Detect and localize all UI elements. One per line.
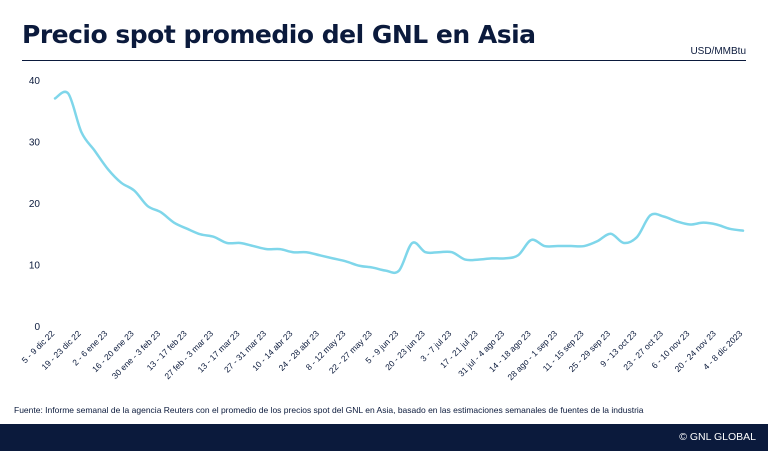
y-tick-label: 30 bbox=[29, 138, 41, 149]
x-tick-label: 31 jul - 4 ago 23 bbox=[456, 328, 506, 378]
series-group bbox=[53, 90, 745, 275]
unit-label: USD/MMBtu bbox=[690, 46, 746, 57]
source-note: Fuente: Informe semanal de la agencia Re… bbox=[14, 405, 644, 415]
y-axis: 0 10 20 30 40 bbox=[29, 76, 41, 333]
footer-bar: © GNL GLOBAL bbox=[0, 424, 768, 451]
series-line bbox=[53, 90, 745, 275]
copyright-label: © GNL GLOBAL bbox=[679, 431, 756, 443]
chart-title: Precio spot promedio del GNL en Asia bbox=[22, 20, 536, 49]
y-tick-label: 0 bbox=[34, 322, 40, 333]
y-tick-label: 20 bbox=[29, 199, 41, 210]
title-divider bbox=[22, 60, 746, 61]
y-tick-label: 40 bbox=[29, 76, 41, 87]
y-tick-label: 10 bbox=[29, 261, 41, 272]
